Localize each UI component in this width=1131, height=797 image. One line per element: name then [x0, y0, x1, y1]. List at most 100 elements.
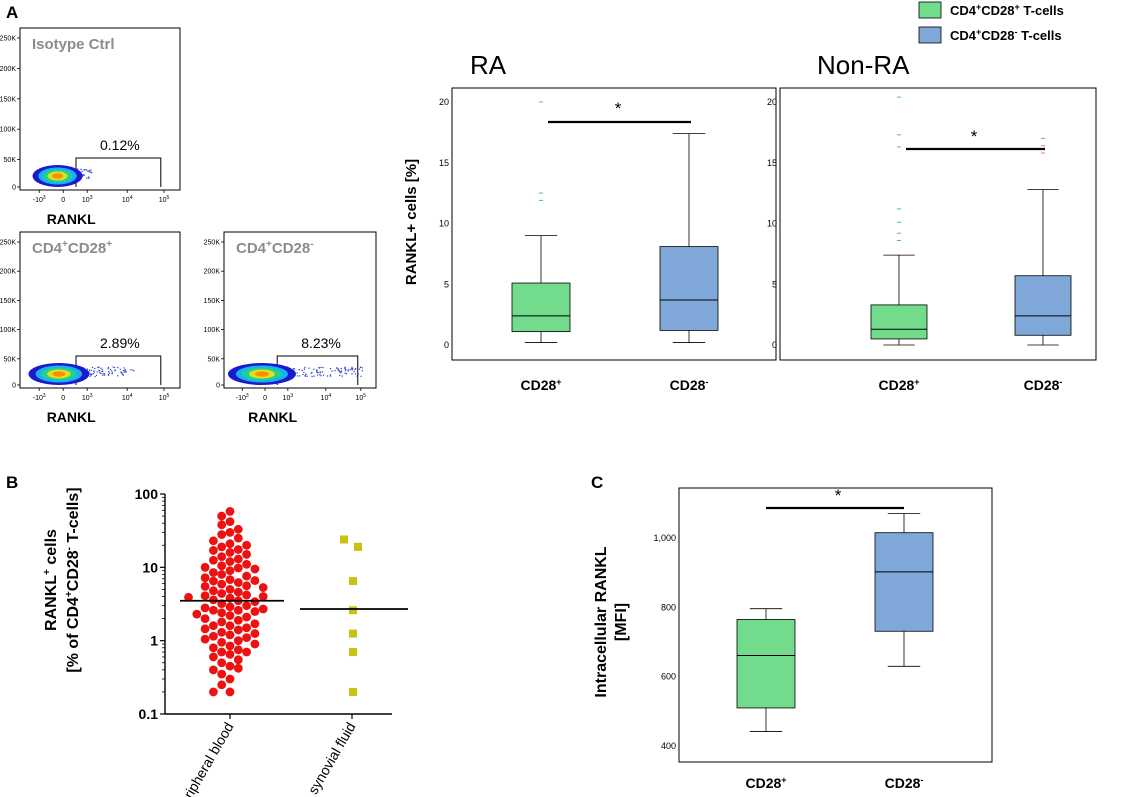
box-category-label: CD28+	[745, 775, 786, 791]
scatter-point-peripheral-blood	[217, 552, 227, 562]
flow-event	[316, 369, 318, 372]
flow-event	[361, 367, 364, 369]
flow-event	[345, 373, 348, 375]
svg-text:[% of CD4+CD28- T-cells]: [% of CD4+CD28- T-cells]	[64, 487, 82, 672]
scatter-point-synovial-fluid	[349, 577, 357, 586]
flow-event	[319, 374, 321, 376]
scatter-point-peripheral-blood	[250, 597, 260, 607]
flow-event	[108, 370, 110, 373]
flow-event	[292, 367, 295, 370]
scatter-point-peripheral-blood	[250, 639, 260, 649]
flow-event	[88, 177, 90, 179]
box-ytick-label: 600	[661, 672, 676, 682]
flow-event	[108, 372, 111, 374]
flow-event	[85, 169, 88, 171]
flow-event	[357, 373, 360, 375]
box-ytick-label: 20	[767, 97, 777, 107]
flow-event	[359, 366, 362, 368]
scatter-point-peripheral-blood	[225, 641, 235, 651]
flow-ytick-label: 200K	[0, 66, 16, 73]
flow-ytick-label: 100K	[204, 327, 221, 334]
scatter-point-peripheral-blood	[242, 623, 252, 633]
scatter-point-peripheral-blood	[242, 590, 252, 600]
scatter-point-synovial-fluid	[340, 535, 348, 544]
flow-ytick-label: 200K	[204, 269, 221, 276]
flow-event	[93, 370, 95, 372]
box-title: RA	[470, 50, 507, 80]
scatter-point-peripheral-blood	[242, 647, 252, 657]
scatter-point-peripheral-blood	[225, 575, 235, 585]
scatter-point-peripheral-blood	[250, 619, 260, 629]
flow-event	[303, 371, 305, 374]
scatter-point-peripheral-blood	[242, 550, 252, 559]
flow-event	[319, 371, 321, 373]
svg-text:RANKL+ cells: RANKL+ cells	[42, 529, 60, 631]
box-category-label: CD28-	[670, 377, 709, 393]
scatter-point-peripheral-blood	[242, 612, 252, 622]
flow-ytick-label: 0	[12, 383, 16, 390]
flow-ytick-label: 250K	[204, 240, 221, 247]
scatter-point-peripheral-blood	[225, 527, 235, 537]
flow-panel-cd28pos: 250K 200K 150K 100K 50K 0 -103 0 103 104 105 RANKL C…	[0, 231, 181, 425]
flow-event	[322, 374, 325, 376]
flow-frame	[19, 27, 181, 191]
scatter-point-peripheral-blood	[217, 570, 227, 579]
box-ytick-label: 10	[439, 219, 449, 229]
box-iqr	[736, 619, 796, 709]
flow-event	[86, 177, 88, 179]
box-ytick-label: 5	[444, 279, 449, 289]
scatter-point-peripheral-blood	[233, 524, 243, 534]
flow-event	[326, 375, 329, 377]
flow-event	[86, 368, 89, 370]
box-ytick-label: 0	[772, 340, 777, 350]
scatter-point-synovial-fluid	[349, 648, 357, 657]
flow-event	[83, 169, 85, 171]
flow-event	[111, 372, 114, 374]
flow-event	[97, 366, 99, 369]
flow-event	[349, 368, 351, 371]
flow-event	[87, 170, 89, 172]
scatter-point-peripheral-blood	[242, 601, 252, 611]
scatter-ytick-label: 1	[150, 633, 158, 649]
scatter-point-peripheral-blood	[233, 605, 243, 615]
scatter-point-peripheral-blood	[233, 578, 243, 587]
scatter-point-peripheral-blood	[242, 540, 252, 550]
box-iqr	[870, 304, 928, 340]
flow-event	[123, 371, 125, 373]
box-panel-1: Non-RA 0 5 10 15 20 CD28+ CD28- *	[767, 50, 1097, 393]
flow-event	[90, 169, 92, 171]
flow-event	[132, 369, 134, 371]
box-iqr	[511, 282, 571, 333]
box-cd28pos: CD28+	[511, 101, 571, 393]
flow-event	[344, 369, 347, 372]
scatter-point-peripheral-blood	[242, 571, 252, 581]
flow-xlabel: RANKL	[47, 211, 96, 227]
box-ytick-label: 1,000	[653, 533, 676, 543]
flow-event	[120, 371, 122, 373]
flow-event	[344, 366, 346, 368]
scatter-point-synovial-fluid	[349, 687, 357, 696]
flow-density-4	[52, 371, 66, 377]
scatter-ytick-label: 10	[142, 559, 158, 575]
legend-swatch-green	[918, 1, 942, 19]
scatter-point-peripheral-blood	[225, 674, 235, 684]
box-cd28pos: CD28+	[870, 96, 928, 393]
box-frame	[451, 87, 777, 361]
flow-gate	[75, 355, 162, 385]
flow-event	[308, 367, 310, 369]
flow-event	[347, 370, 349, 372]
scatter-point-peripheral-blood	[233, 655, 243, 665]
flow-event	[124, 369, 126, 371]
flow-gate	[75, 157, 162, 187]
scatter-point-peripheral-blood	[209, 643, 218, 653]
flow-event	[111, 370, 113, 372]
scatter-point-peripheral-blood	[209, 568, 218, 577]
flow-event	[103, 373, 106, 375]
flow-xtick-label: 105	[356, 393, 367, 402]
scatter-point-peripheral-blood	[217, 511, 227, 521]
flow-event	[334, 369, 336, 372]
flow-event	[347, 369, 349, 371]
scatter-point-peripheral-blood	[233, 545, 243, 554]
flow-event	[337, 369, 339, 371]
